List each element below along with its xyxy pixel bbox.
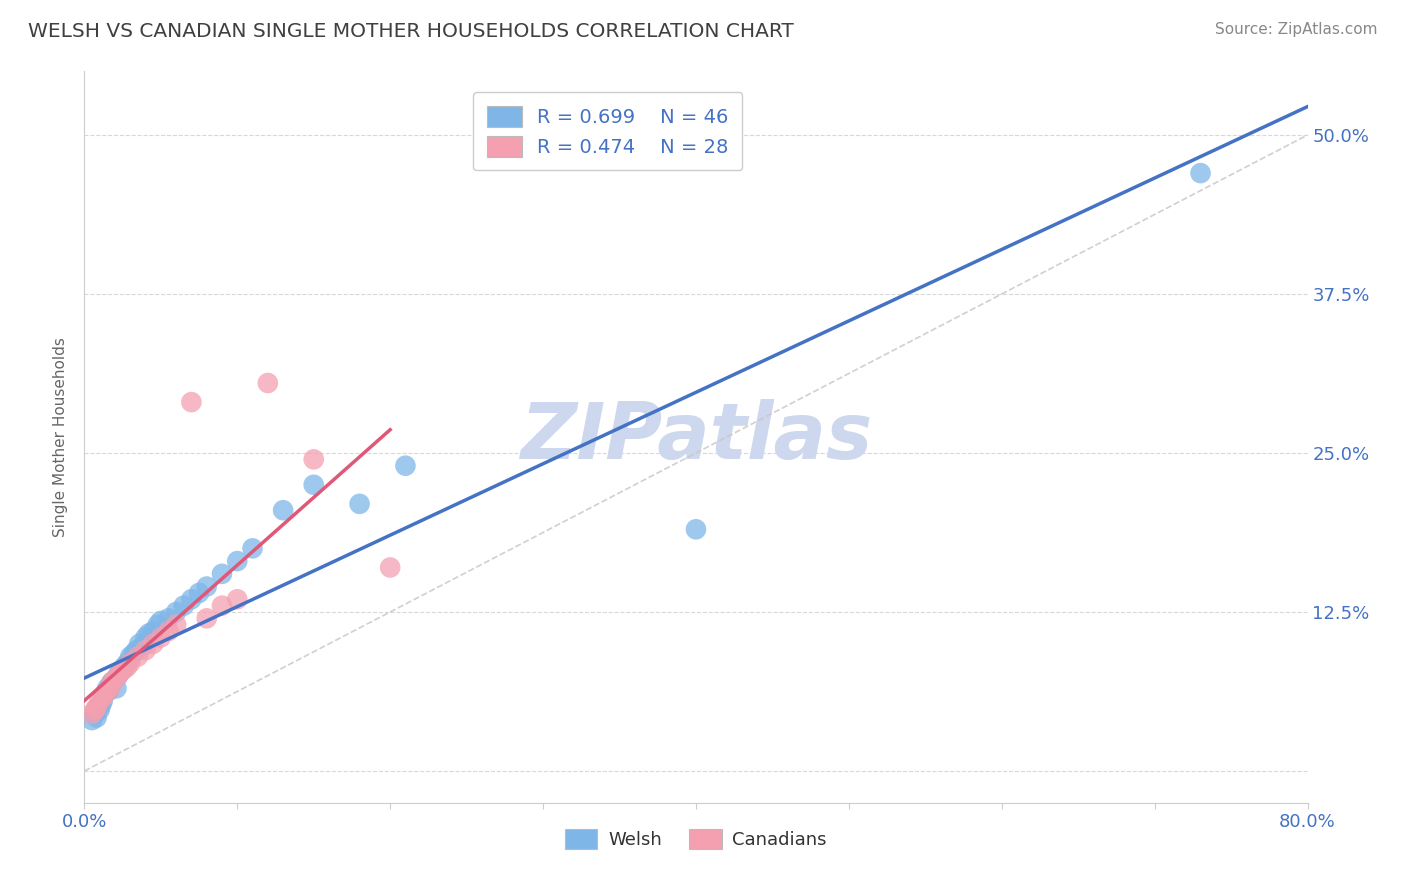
Point [173, 599, 195, 613]
Point [84, 703, 107, 717]
Point [165, 617, 187, 632]
Point [138, 626, 160, 640]
Point [380, 560, 402, 574]
Point [115, 656, 138, 670]
Text: Source: ZipAtlas.com: Source: ZipAtlas.com [1215, 22, 1378, 37]
Point [84, 706, 107, 721]
Point [149, 614, 172, 628]
Point [107, 668, 129, 682]
Point [86, 710, 108, 724]
Point [146, 617, 169, 632]
Point [242, 541, 264, 556]
Point [98, 677, 121, 691]
Point [80, 713, 103, 727]
Point [91, 690, 114, 705]
Point [180, 592, 202, 607]
Legend: Welsh, Canadians: Welsh, Canadians [558, 822, 834, 856]
Point [120, 649, 142, 664]
Point [211, 599, 233, 613]
Point [105, 681, 128, 696]
Point [135, 643, 157, 657]
Point [257, 376, 280, 390]
Point [101, 675, 124, 690]
Point [104, 673, 127, 687]
Point [115, 659, 138, 673]
Point [226, 592, 249, 607]
Point [89, 703, 111, 717]
Point [127, 649, 149, 664]
Point [135, 631, 157, 645]
Point [120, 656, 142, 670]
Point [157, 611, 180, 625]
Point [131, 640, 153, 654]
Point [302, 452, 325, 467]
Point [195, 611, 218, 625]
Point [112, 659, 135, 673]
Point [142, 637, 165, 651]
Point [111, 662, 134, 676]
Point [685, 522, 707, 536]
Point [125, 643, 148, 657]
Point [128, 637, 150, 651]
Point [271, 503, 294, 517]
Point [165, 605, 187, 619]
Point [104, 673, 127, 687]
Text: WELSH VS CANADIAN SINGLE MOTHER HOUSEHOLDS CORRELATION CHART: WELSH VS CANADIAN SINGLE MOTHER HOUSEHOL… [28, 22, 794, 41]
Point [91, 694, 114, 708]
Point [394, 458, 416, 473]
Point [180, 395, 202, 409]
Point [149, 631, 172, 645]
Point [87, 700, 110, 714]
Point [108, 665, 131, 679]
Point [302, 477, 325, 491]
Point [349, 497, 371, 511]
Text: ZIPatlas: ZIPatlas [520, 399, 872, 475]
Point [98, 681, 121, 696]
Point [86, 700, 108, 714]
Point [211, 566, 233, 581]
Point [112, 662, 135, 676]
Point [97, 684, 120, 698]
Point [89, 694, 111, 708]
Point [94, 685, 117, 699]
Point [80, 706, 103, 721]
Point [157, 624, 180, 638]
Point [107, 668, 129, 682]
Point [90, 698, 112, 712]
Point [122, 647, 145, 661]
Y-axis label: Single Mother Households: Single Mother Households [53, 337, 69, 537]
Point [188, 586, 211, 600]
Point [101, 675, 124, 690]
Point [1189, 166, 1212, 180]
Point [110, 665, 132, 679]
Point [226, 554, 249, 568]
Point [142, 624, 165, 638]
Point [93, 688, 115, 702]
Point [195, 580, 218, 594]
Point [96, 684, 118, 698]
Point [93, 688, 115, 702]
Point [91, 690, 114, 705]
Point [96, 681, 118, 696]
